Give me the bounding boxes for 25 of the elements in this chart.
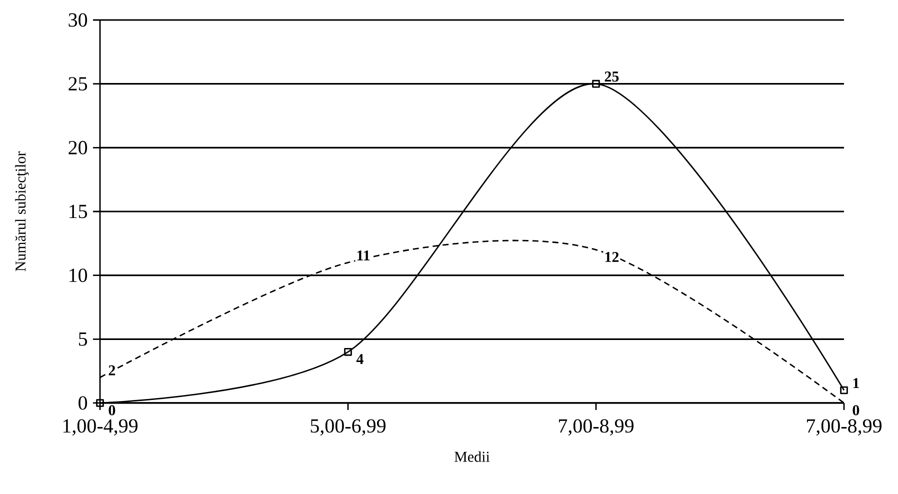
x-axis-title: Medii bbox=[454, 451, 490, 462]
y-tick-label: 30 bbox=[68, 13, 88, 27]
x-tick-label: 7,00-8,99 bbox=[558, 419, 634, 436]
y-tick-label: 0 bbox=[78, 396, 88, 410]
data-label: 25 bbox=[604, 72, 619, 82]
y-tick-label: 20 bbox=[68, 140, 88, 154]
point bbox=[96, 399, 104, 407]
point bbox=[840, 386, 848, 394]
y-tick-label: 25 bbox=[68, 77, 88, 91]
point bbox=[592, 80, 600, 88]
y-tick-label: 10 bbox=[70, 268, 88, 282]
data-label: 11 bbox=[357, 250, 370, 260]
y-tick-label: 5 bbox=[78, 332, 88, 346]
data-label: 0 bbox=[852, 405, 860, 416]
data-label: 1 bbox=[853, 378, 859, 388]
y-axis-title: Numărul subiecţilor bbox=[15, 151, 29, 272]
data-label: 0 bbox=[108, 405, 116, 416]
data-label: 2 bbox=[108, 365, 116, 376]
x-tick-label: 7,00-8,99 bbox=[806, 419, 882, 436]
y-tick-label: 15 bbox=[70, 204, 88, 218]
data-label: 12 bbox=[605, 252, 619, 262]
point bbox=[344, 348, 352, 356]
x-tick-label: 1,00-4,99 bbox=[63, 419, 138, 436]
data-label: 4 bbox=[356, 354, 364, 364]
x-tick-label: 5,00-6,99 bbox=[310, 419, 386, 436]
